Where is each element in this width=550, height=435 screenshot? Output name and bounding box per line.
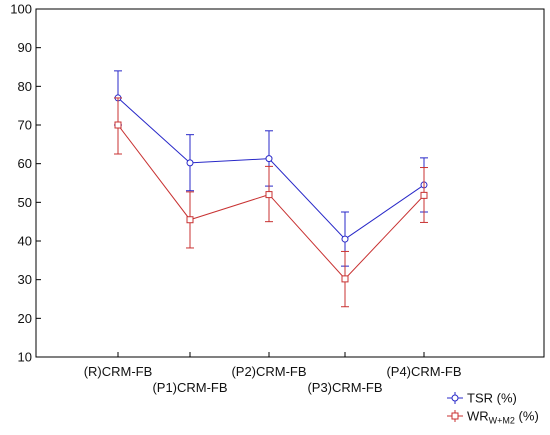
y-tick-label: 90 bbox=[18, 40, 32, 55]
plot-area-frame bbox=[35, 8, 545, 358]
legend-label-main: WR bbox=[467, 409, 489, 424]
y-tick-label: 80 bbox=[18, 79, 32, 94]
x-category-label: (P4)CRM-FB bbox=[386, 364, 461, 379]
data-point bbox=[114, 121, 122, 129]
y-axis: 10 20 30 40 50 60 70 80 90 100 bbox=[10, 2, 41, 365]
legend-label: WRW+M2 (%) bbox=[467, 409, 539, 426]
y-tick-label: 50 bbox=[18, 195, 32, 210]
legend-marker bbox=[451, 412, 459, 420]
legend-marker bbox=[451, 394, 459, 402]
y-tick-label: 30 bbox=[18, 272, 32, 287]
data-point bbox=[420, 191, 428, 199]
x-category-label: (P3)CRM-FB bbox=[307, 380, 382, 395]
legend-label-main: TSR (%) bbox=[467, 391, 517, 406]
x-category-label: (P2)CRM-FB bbox=[231, 364, 306, 379]
legend-label-subscript: W+M2 bbox=[489, 416, 515, 426]
y-tick-label: 40 bbox=[18, 234, 32, 249]
x-axis: (R)CRM-FB(P1)CRM-FB (P2)CRM-FB(P3)CRM-FB (… bbox=[84, 352, 462, 395]
legend-label: TSR (%) bbox=[467, 391, 517, 406]
legend-label-suffix: (%) bbox=[515, 409, 539, 424]
series-tsr bbox=[114, 70, 428, 267]
y-tick-label: 10 bbox=[18, 350, 32, 365]
y-tick-label: 70 bbox=[18, 118, 32, 133]
y-tick-label: 20 bbox=[18, 311, 32, 326]
x-category-label: (R)CRM-FB bbox=[84, 364, 153, 379]
data-point bbox=[265, 155, 273, 163]
series-line bbox=[117, 97, 425, 240]
data-point bbox=[341, 275, 349, 283]
data-point bbox=[265, 191, 273, 199]
data-point bbox=[341, 235, 349, 243]
data-point bbox=[186, 216, 194, 224]
legend: TSR (%) WRW+M2 (%) bbox=[447, 391, 539, 426]
y-tick-label: 100 bbox=[10, 2, 32, 17]
series-layer bbox=[114, 70, 428, 308]
x-category-label: (P1)CRM-FB bbox=[152, 380, 227, 395]
data-point bbox=[186, 159, 194, 167]
series-line bbox=[117, 124, 425, 280]
series-wr bbox=[114, 97, 428, 308]
y-tick-label: 60 bbox=[18, 156, 32, 171]
